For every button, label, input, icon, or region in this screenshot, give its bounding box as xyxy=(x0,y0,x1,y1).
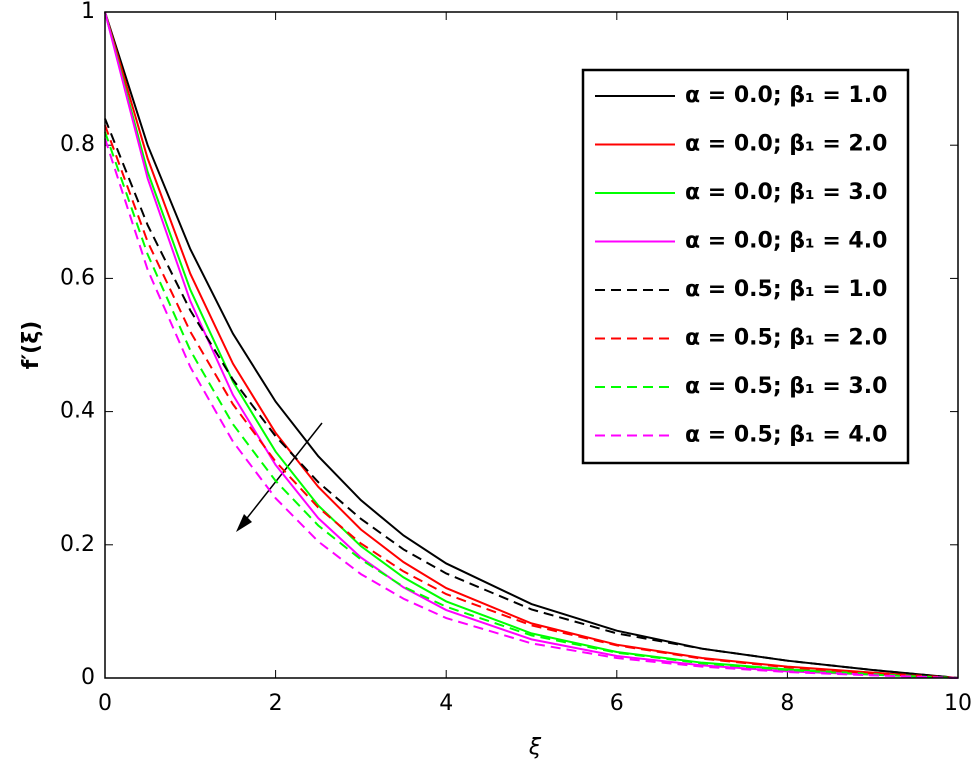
arrow-shaft xyxy=(239,422,323,528)
legend-label: α = 0.5; β₁ = 4.0 xyxy=(685,423,887,448)
arrow-head xyxy=(236,514,252,532)
legend-label: α = 0.5; β₁ = 2.0 xyxy=(685,326,887,351)
y-tick-label: 0.6 xyxy=(60,265,95,290)
x-tick-label: 10 xyxy=(944,691,972,716)
x-tick-label: 4 xyxy=(439,691,453,716)
legend-label: α = 0.0; β₁ = 3.0 xyxy=(685,180,887,205)
line-series xyxy=(104,118,959,679)
y-axis-label: f′(ξ) xyxy=(19,321,44,369)
x-tick-label: 8 xyxy=(780,691,794,716)
y-tick-label: 0.2 xyxy=(60,532,95,557)
line-series xyxy=(104,11,959,679)
legend-label: α = 0.0; β₁ = 2.0 xyxy=(685,132,887,157)
x-tick-label: 0 xyxy=(98,691,112,716)
x-tick-label: 6 xyxy=(610,691,624,716)
legend-box xyxy=(581,68,910,465)
y-tick-label: 1 xyxy=(81,0,95,24)
legend-label: α = 0.5; β₁ = 1.0 xyxy=(685,277,887,302)
legend-label: α = 0.0; β₁ = 1.0 xyxy=(685,83,887,108)
line-series xyxy=(104,124,959,679)
x-axis-label: ξ xyxy=(528,735,542,760)
y-tick-label: 0.4 xyxy=(60,399,95,424)
x-tick-label: 2 xyxy=(269,691,283,716)
legend-label: α = 0.5; β₁ = 3.0 xyxy=(685,374,887,399)
plot-frame xyxy=(104,11,959,679)
line-series xyxy=(104,11,959,679)
y-tick-label: 0 xyxy=(81,665,95,690)
line-series xyxy=(104,138,959,679)
y-tick-label: 0.8 xyxy=(60,132,95,157)
legend-label: α = 0.0; β₁ = 4.0 xyxy=(685,229,887,254)
line-series xyxy=(104,131,959,679)
